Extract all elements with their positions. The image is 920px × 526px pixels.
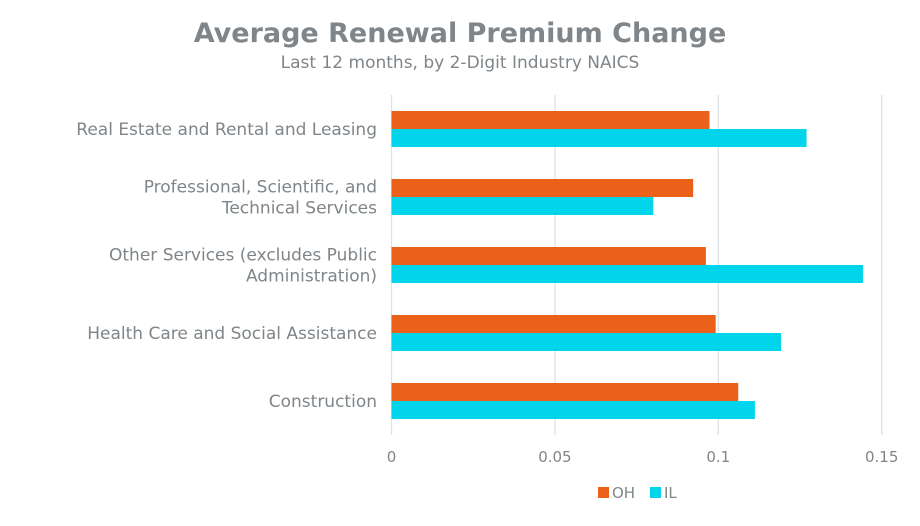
bar-il (391, 197, 654, 215)
bar-oh (391, 315, 716, 333)
legend-swatch-il (650, 487, 661, 498)
x-tick-label: 0 (387, 448, 397, 466)
bar-oh (391, 111, 710, 129)
category-label-line: Administration) (246, 267, 377, 287)
x-tick-label: 0.15 (865, 448, 898, 466)
legend-swatch-oh (598, 487, 609, 498)
category-label-line: Construction (269, 392, 377, 412)
category-label-line: Other Services (excludes Public (109, 246, 377, 266)
category-label-line: Professional, Scientific, and (144, 178, 377, 198)
bar-oh (391, 247, 706, 265)
bar-il (391, 401, 755, 419)
bar-il (391, 333, 782, 351)
category-label: Health Care and Social Assistance (87, 324, 377, 344)
bar-il (391, 265, 864, 283)
category-label: Construction (269, 392, 377, 412)
legend-label: OH (612, 484, 635, 502)
legend-label: IL (664, 484, 677, 502)
bar-oh (391, 179, 694, 197)
category-label: Other Services (excludes Public Administr… (109, 246, 377, 287)
bar-oh (391, 383, 739, 401)
chart-subtitle: Last 12 months, by 2-Digit Industry NAIC… (281, 53, 640, 73)
category-label: Professional, Scientific, and Technical S… (144, 178, 377, 219)
category-label-line: Real Estate and Rental and Leasing (76, 120, 377, 140)
category-label-line: Health Care and Social Assistance (87, 324, 377, 344)
x-tick-label: 0.1 (706, 448, 730, 466)
category-label-line: Technical Services (221, 199, 377, 219)
x-tick-label: 0.05 (538, 448, 571, 466)
chart-title: Average Renewal Premium Change (194, 18, 727, 49)
bar-il (391, 129, 807, 147)
category-label: Real Estate and Rental and Leasing (76, 120, 377, 140)
